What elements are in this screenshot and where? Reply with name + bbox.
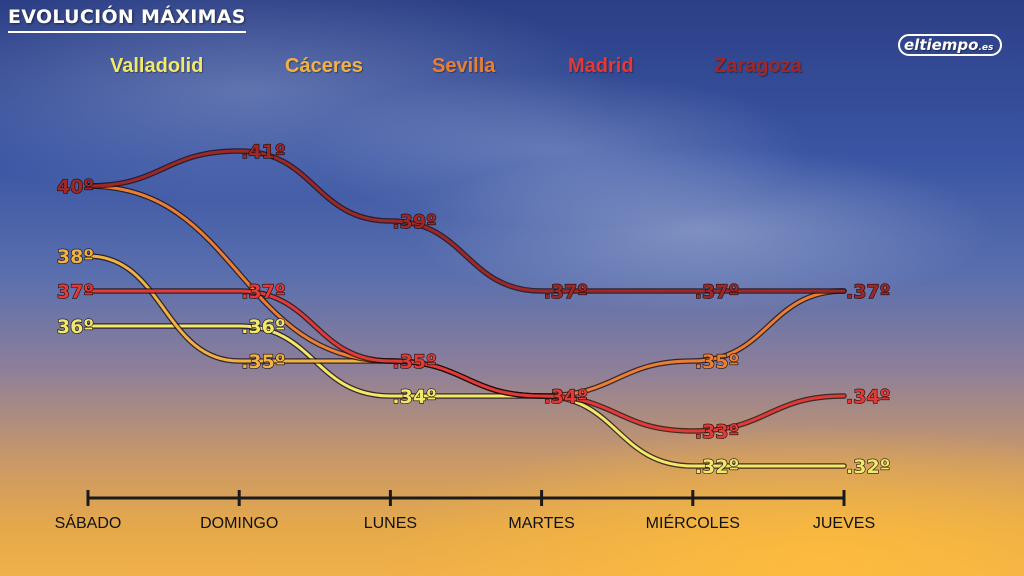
value-label: 36º [57,316,94,338]
legend: Valladolid Cáceres Sevilla Madrid Zarago… [0,55,1024,85]
x-axis: SÁBADO DOMINGO LUNES MARTES MIÉRCOLES JUEVES [55,490,875,532]
legend-item-madrid: Madrid [568,55,634,77]
value-label: 38º [57,246,94,268]
value-label: .32º [695,456,739,478]
value-label: .36º [241,316,285,338]
x-tick-label: SÁBADO [55,513,122,532]
value-label: .35º [695,351,739,373]
value-label: .34º [544,386,588,408]
x-tick-label: DOMINGO [200,515,278,532]
value-label: .32º [846,456,890,478]
value-label: .37º [544,281,588,303]
series-line-zaragoza [86,149,846,293]
series-line-madrid [86,289,846,433]
value-label: 37º [57,281,94,303]
value-label: .34º [392,386,436,408]
series-line-valladolid [86,324,846,468]
value-label: .37º [846,281,890,303]
value-label: .41º [241,141,285,163]
legend-item-zaragoza: Zaragoza [714,55,802,77]
series-lines [85,148,847,469]
x-tick-label: MARTES [508,515,574,532]
legend-item-sevilla: Sevilla [432,55,496,77]
legend-item-valladolid: Valladolid [110,55,204,77]
value-label: .33º [695,421,739,443]
logo-text: eltiempo.es [904,36,994,54]
value-labels: 40º .41º .39º .37º .37º .37º 38º 37º 36º .37º .36º… [56,140,891,478]
x-tick-label: JUEVES [813,515,875,532]
value-label: .34º [846,386,890,408]
series-line-outline-zaragoza [85,148,847,294]
value-label: .35º [241,351,285,373]
value-label: 40º [57,176,94,198]
eltiempo-logo: eltiempo.es [898,24,1010,60]
cloud-icon [898,34,1002,56]
value-label: .37º [695,281,739,303]
value-label: .35º [392,351,436,373]
chart-title: EVOLUCIÓN MÁXIMAS [8,6,246,33]
value-label: .37º [241,281,285,303]
value-label: .39º [392,211,436,233]
x-tick-label: MIÉRCOLES [646,513,740,532]
x-tick-label: LUNES [364,515,417,532]
legend-item-caceres: Cáceres [285,55,363,77]
